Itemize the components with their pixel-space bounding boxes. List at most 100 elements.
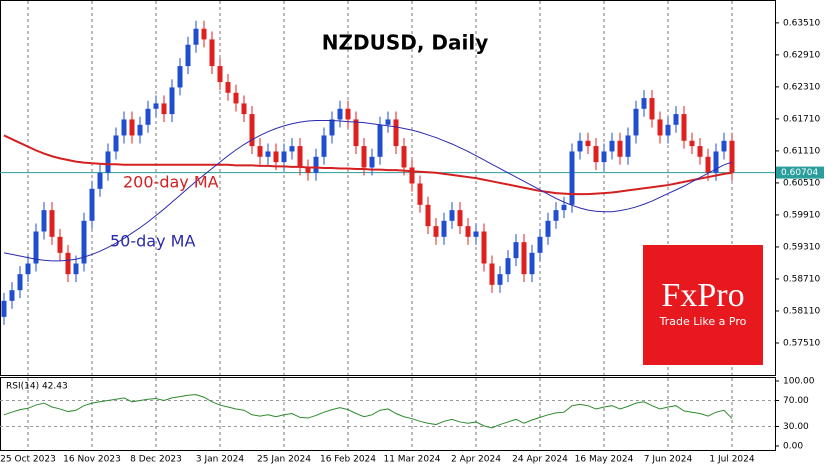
candle-body [137, 124, 143, 136]
candle-body [569, 151, 575, 205]
candle-body [505, 258, 511, 275]
candle-body [649, 98, 655, 120]
candle-body [689, 140, 695, 147]
candle-body [521, 242, 527, 275]
candle-body [25, 263, 31, 275]
y-tick-label: 0.61110 [783, 146, 820, 156]
current-price-box [776, 166, 824, 179]
candle-body [617, 140, 623, 157]
candle-body [273, 151, 279, 163]
y-tick-label: 0.59310 [783, 242, 820, 252]
candle-body [417, 183, 423, 205]
candle-body [721, 140, 727, 152]
candle-body [169, 87, 175, 115]
ma-label: 50-day MA [110, 232, 195, 251]
ma-line [3, 134, 733, 196]
candle-body [697, 146, 703, 157]
chart-title: NZDUSD, Daily [322, 31, 489, 55]
y-tick-label: 0.58710 [783, 274, 820, 284]
candle-body [105, 151, 111, 173]
logo-box [643, 245, 763, 365]
candle-body [49, 210, 55, 237]
candle-body [425, 204, 431, 227]
current-price-label: 0.60704 [781, 168, 818, 178]
y-tick-label: 0.57510 [783, 338, 820, 348]
candle-body [537, 236, 543, 253]
x-tick-label: 24 Apr 2024 [512, 455, 568, 465]
candle-body [353, 119, 359, 147]
candle-body [577, 140, 583, 152]
candle-body [33, 231, 39, 264]
candle-body [129, 119, 135, 136]
candle-body [681, 114, 687, 141]
candle-body [481, 231, 487, 264]
candle-body [225, 82, 231, 93]
rsi-tick-label: 70.00 [783, 396, 809, 406]
x-tick-label: 16 Feb 2024 [320, 455, 376, 465]
candle-body [257, 146, 263, 157]
candle-body [409, 167, 415, 184]
candle-body [593, 146, 599, 163]
candle-body [641, 98, 647, 109]
candle-body [73, 263, 79, 275]
candle-body [209, 39, 215, 67]
x-tick-label: 3 Jan 2024 [196, 455, 244, 465]
rsi-line [3, 394, 733, 429]
candle-body [113, 135, 119, 152]
candle-body [337, 108, 343, 120]
y-tick-label: 0.62310 [783, 82, 820, 92]
candle-body [281, 151, 287, 163]
ma-label: 200-day MA [123, 173, 219, 192]
candle-body [65, 252, 71, 275]
rsi-panel [0, 377, 776, 451]
x-tick-label: 8 Dec 2023 [130, 455, 182, 465]
rsi-tick-label: 100.00 [783, 377, 815, 387]
candle-body [41, 210, 47, 232]
candle-body [329, 119, 335, 136]
candle-body [57, 236, 63, 253]
rsi-label: RSI(14) 42.43 [6, 382, 68, 392]
candle-body [513, 242, 519, 259]
candle-body [473, 231, 479, 237]
x-tick-label: 11 Mar 2024 [383, 455, 440, 465]
candle-body [145, 108, 151, 125]
candle-body [369, 156, 375, 168]
candle-body [345, 108, 351, 120]
candle-body [633, 108, 639, 136]
candle-body [705, 156, 711, 173]
x-tick-label: 16 Nov 2023 [63, 455, 121, 465]
candle-body [553, 210, 559, 221]
candle-body [441, 220, 447, 237]
candle-body [561, 204, 567, 211]
candle-body [609, 140, 615, 152]
candle-body [457, 210, 463, 227]
candle-body [161, 103, 167, 115]
candle-body [153, 103, 159, 109]
candle-body [305, 167, 311, 173]
candle-body [313, 156, 319, 173]
candle-body [377, 124, 383, 157]
candle-body [177, 66, 183, 88]
candle-body [89, 188, 95, 221]
logo-tagline: Trade Like a Pro [659, 315, 747, 328]
candle-body [433, 226, 439, 237]
candle-body [81, 220, 87, 264]
candle-body [321, 135, 327, 157]
candle-body [289, 146, 295, 152]
candle-body [265, 151, 271, 157]
candle-body [97, 172, 103, 189]
candle-body [673, 114, 679, 125]
x-tick-label: 7 Jun 2024 [644, 455, 693, 465]
candle-body [497, 274, 503, 285]
candle-body [465, 226, 471, 237]
candle-body [393, 119, 399, 147]
candle-body [401, 146, 407, 168]
y-tick-label: 0.60510 [783, 178, 820, 188]
candle-body [585, 140, 591, 147]
candle-body [201, 28, 207, 40]
x-tick-label: 25 Jan 2024 [257, 455, 311, 465]
candle-body [489, 263, 495, 285]
candle-body [713, 151, 719, 173]
candle-body [601, 151, 607, 163]
candle-body [545, 220, 551, 237]
